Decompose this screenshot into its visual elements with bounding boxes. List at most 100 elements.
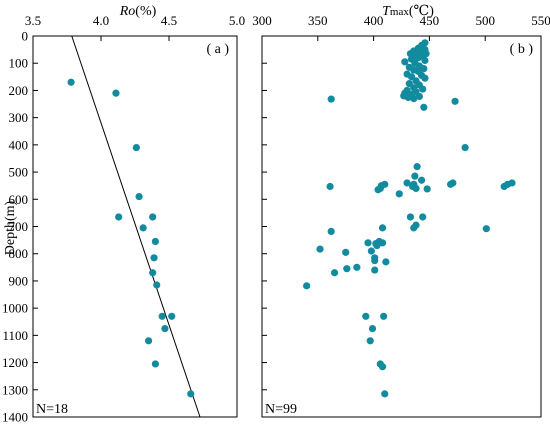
panel-a-data-point [168,312,176,320]
panel-b-data-point [326,182,334,191]
panel-b-data-point [404,93,412,102]
panel-b-x-title-unit: (℃) [409,4,434,19]
panel-b-data-point [353,263,361,271]
panel-a-data-point [132,143,140,152]
panel-b-data-point [366,337,374,345]
panel-b-data-point [447,180,455,188]
panel-b-data-point [378,363,387,371]
panel-b-data-point [508,179,516,187]
panel-a-label: ( a ) [206,42,229,57]
panel-a-data-point [149,269,157,277]
panel-b-data-point [342,248,350,256]
panel-b-data-point [373,241,381,250]
panel-a-frame [32,35,238,418]
panel-a-trend-line [71,35,201,418]
panel-b-data-point [410,224,418,232]
panel-b-x-axis-title: Tmax(℃) [382,4,434,19]
panel-a-data-point [115,213,123,221]
panel-b-data-point [451,97,459,105]
panel-b-data-point [381,390,389,398]
y-axis-title: Depth(m) [3,200,18,255]
panel-b-data-point [378,224,387,232]
panel-b-x-tick-label: 400 [364,13,384,28]
y-tick-label: 200 [9,83,29,98]
panel-a-data-point [158,312,166,320]
panel-b-data-point [330,269,339,277]
panel-a-data-point [112,89,120,97]
y-tick-label: 900 [9,273,29,288]
panel-a-data-point [161,324,169,333]
panel-a-data-point [139,224,147,232]
panel-a-x-title-italic: Ro [119,4,136,19]
panel-b-x-tick-label: 300 [252,13,272,28]
y-tick-label: 800 [9,246,29,261]
panel-b-data-point [327,95,335,103]
y-tick-label: 1000 [2,301,28,316]
y-tick-label: 400 [9,137,29,152]
panel-b-data-point [343,265,351,273]
panel-b-data-point [382,258,390,266]
panel-a-data-point [150,254,158,262]
panel-b-data-point [371,266,379,274]
panel-a-data-point [135,192,143,201]
panel-a-sample-count: N=18 [36,402,68,417]
panel-a-data-point [187,390,195,398]
panel-b-data-point [403,179,411,187]
panel-b-data-point [419,213,427,221]
y-tick-label: 1100 [2,328,28,343]
panel-b-data-point [401,58,409,66]
panel-b-data-point [423,185,431,193]
panel-b-data-point [420,103,428,111]
panel-b-data-point [364,239,372,247]
panel-b-data-point [316,245,324,253]
panel-b-x-tick-label: 550 [531,13,550,28]
panel-a-data-point [149,213,157,221]
y-tick-label: 1400 [2,410,28,425]
y-tick-label: 1300 [2,382,28,397]
panel-b-data-point [374,186,382,194]
panel-b-x-tick-label: 500 [475,13,495,28]
panel-b-data-point [415,92,423,101]
panel-b-data-point [380,312,388,320]
panel-b-data-point [411,172,419,180]
panel-a-data-point [153,281,161,289]
panel-a-x-tick-label: 5.0 [229,13,245,28]
y-tick-label: 100 [9,56,29,71]
panel-b-x-title-italic: T [382,4,391,19]
y-tick-label: 0 [22,29,29,44]
panel-b-data-point [362,312,370,320]
panel-a-data-point [151,237,159,246]
panel-b-label: ( b ) [510,42,534,57]
y-tick-label: 700 [9,219,29,234]
panel-b-data-point [368,324,377,333]
panel-b-data-point [414,54,422,62]
y-tick-label: 1200 [2,355,28,370]
panel-a-x-axis-title: Ro(%) [119,4,157,19]
panel-b-data-point [327,227,335,235]
panel-b-data-point [421,74,429,82]
y-tick-label: 600 [9,192,29,207]
panel-a-x-tick-label: 3.5 [25,13,41,28]
panel-b-data-point [412,184,420,192]
panel-b-sample-count: N=99 [265,402,297,417]
panel-a-data-point [145,337,153,345]
panel-a-x-tick-label: 4.0 [93,13,109,28]
panel-a-x-title-unit: (%) [135,4,156,19]
panel-b-data-point [421,56,429,65]
panel-b-data-point [500,182,508,191]
panel-b-data-point [420,65,428,73]
y-tick-label: 500 [9,165,29,180]
panel-a-plot: 3.5 4.0 4.5 5.0 0 100 200 300 400 500 600 700 800 900… [2,13,245,425]
panel-b-data-point [419,85,427,93]
panel-a-data-point [151,360,159,368]
panel-b-data-point [406,213,415,221]
panel-b-data-point [395,190,403,198]
panel-b-data-point [410,94,418,103]
panel-b-data-point [417,176,426,184]
panel-b-data-point [406,50,415,58]
panel-b-data-point [367,247,375,255]
panel-b-data-point [461,143,469,152]
panel-a-data-point [67,78,75,86]
panel-a-x-tick-label: 4.5 [161,13,177,28]
